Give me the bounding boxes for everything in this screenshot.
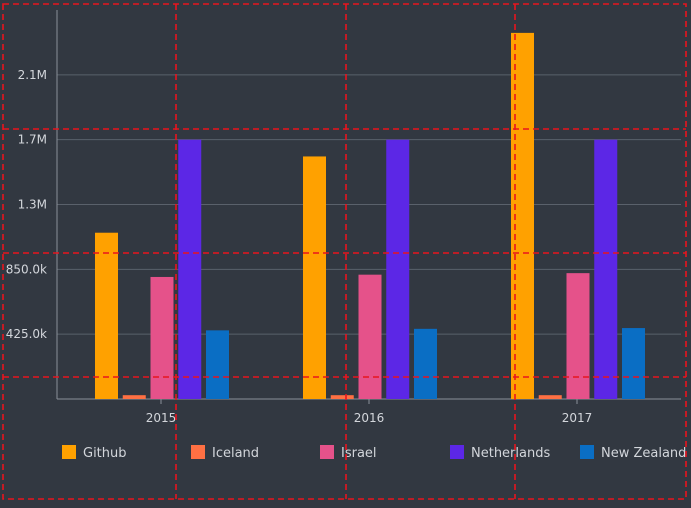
x-tick-labels: 2015 2016 2017	[146, 411, 593, 425]
legend-swatch	[191, 445, 205, 459]
legend-label: Israel	[341, 446, 377, 461]
x-tick-label: 2015	[146, 411, 177, 425]
bar-iceland-2017	[538, 395, 562, 399]
y-tick-label: 1.7M	[18, 133, 47, 147]
legend-swatch	[62, 445, 76, 459]
bar-new-zealand-2017	[622, 328, 645, 399]
y-tick-label: 425.0k	[6, 327, 47, 341]
overlay-border	[2, 3, 687, 500]
bar-new-zealand-2016	[414, 328, 437, 399]
bar-iceland-2015	[122, 395, 146, 399]
legend-label: New Zealand	[601, 446, 686, 461]
x-tick-label: 2017	[562, 411, 593, 425]
legend-label: Netherlands	[471, 446, 550, 461]
bar-netherlands-2017	[594, 139, 618, 399]
legend-item-netherlands[interactable]: Netherlands	[450, 445, 550, 461]
legend: Github Iceland Israel Netherlands New Zealan…	[62, 445, 686, 461]
y-tick-label: 2.1M	[18, 68, 47, 82]
bar-github-2015	[95, 232, 118, 399]
bar-israel-2015	[150, 276, 174, 399]
bar-israel-2017	[566, 273, 590, 399]
bar-israel-2016	[358, 274, 382, 399]
x-tick-label: 2016	[354, 411, 385, 425]
legend-swatch	[450, 445, 464, 459]
legend-item-israel[interactable]: Israel	[320, 445, 377, 461]
legend-item-iceland[interactable]: Iceland	[191, 445, 259, 461]
legend-label: Github	[83, 446, 127, 461]
y-tick-labels: 425.0k 850.0k 1.3M 1.7M 2.1M	[6, 68, 47, 341]
legend-swatch	[580, 445, 594, 459]
legend-item-new-zealand[interactable]: New Zealand	[580, 445, 686, 461]
bar-netherlands-2016	[386, 139, 410, 399]
y-tick-label: 1.3M	[18, 198, 47, 212]
bar-iceland-2016	[330, 395, 354, 399]
y-tick-label: 850.0k	[6, 262, 47, 276]
legend-item-github[interactable]: Github	[62, 445, 127, 461]
dashed-grid-overlay	[2, 3, 687, 500]
bars	[95, 32, 645, 399]
bar-new-zealand-2015	[206, 330, 229, 399]
bar-github-2017	[511, 32, 534, 399]
bar-netherlands-2015	[178, 139, 202, 399]
legend-swatch	[320, 445, 334, 459]
legend-label: Iceland	[212, 446, 259, 461]
bar-github-2016	[303, 156, 326, 399]
